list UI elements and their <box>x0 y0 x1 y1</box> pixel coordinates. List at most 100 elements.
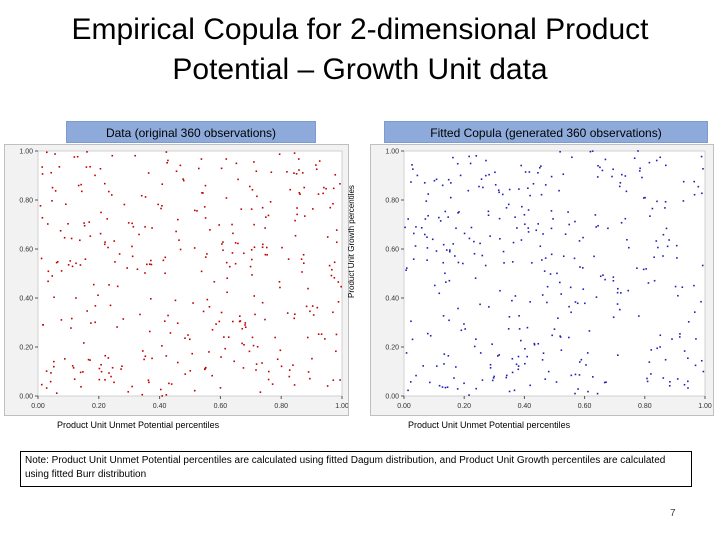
scatter-point <box>301 172 304 174</box>
scatter-point <box>60 319 63 321</box>
scatter-point <box>503 262 505 264</box>
scatter-point <box>227 336 230 338</box>
scatter-point <box>256 195 258 198</box>
scatter-point <box>602 274 604 276</box>
scatter-point <box>612 276 615 278</box>
scatter-point <box>489 363 492 366</box>
scatter-point <box>517 368 520 371</box>
scatter-point <box>241 342 243 345</box>
scatter-point <box>146 263 148 266</box>
scatter-point <box>326 385 329 387</box>
scatter-point <box>603 381 606 384</box>
scatter-point <box>444 272 446 275</box>
scatter-point <box>104 379 106 381</box>
scatter-point <box>527 187 529 190</box>
scatter-point <box>332 311 334 314</box>
scatter-point <box>174 299 177 302</box>
scatter-point <box>225 197 228 199</box>
scatter-point <box>121 365 123 368</box>
scatter-point <box>665 227 668 230</box>
scatter-point <box>202 310 205 313</box>
scatter-point <box>127 222 130 224</box>
scatter-point <box>82 371 84 373</box>
scatter-point <box>328 264 331 267</box>
right-chart-title: Fitted Copula (generated 360 observation… <box>384 121 708 143</box>
scatter-point <box>582 267 584 269</box>
x-tick-label: 0.00 <box>397 403 411 410</box>
scatter-point <box>71 265 74 268</box>
scatter-point <box>191 352 193 355</box>
scatter-point <box>58 166 61 168</box>
scatter-point <box>69 260 72 262</box>
scatter-point <box>170 383 173 385</box>
scatter-point <box>150 259 152 262</box>
scatter-point <box>148 381 150 384</box>
page-number: 7 <box>670 508 676 519</box>
scatter-point <box>624 175 627 177</box>
scatter-point <box>508 188 511 191</box>
scatter-point <box>693 193 696 196</box>
scatter-point <box>276 358 279 361</box>
scatter-point <box>515 363 518 366</box>
x-tick-label: 0.40 <box>518 403 532 410</box>
scatter-point <box>599 166 601 169</box>
scatter-point <box>251 189 254 191</box>
scatter-point <box>293 317 296 320</box>
scatter-point <box>144 355 147 358</box>
scatter-point <box>164 272 166 275</box>
scatter-point <box>94 305 97 307</box>
scatter-point <box>520 239 523 241</box>
scatter-point <box>140 194 143 197</box>
scatter-point <box>637 150 639 152</box>
scatter-point <box>79 264 82 266</box>
scatter-point <box>405 269 407 271</box>
scatter-point <box>89 235 92 237</box>
scatter-point <box>111 366 114 369</box>
scatter-point <box>573 257 576 260</box>
scatter-point <box>601 169 604 172</box>
scatter-point <box>334 173 337 176</box>
scatter-point <box>423 233 426 236</box>
scatter-point <box>529 301 531 303</box>
scatter-point <box>655 240 658 242</box>
scatter-point <box>122 318 125 320</box>
scatter-point <box>617 287 619 290</box>
scatter-point <box>255 369 257 371</box>
scatter-point <box>55 392 58 394</box>
scatter-point <box>499 289 501 292</box>
x-tick-label: 1.00 <box>698 403 712 410</box>
scatter-point <box>103 182 106 185</box>
scatter-point <box>450 182 452 184</box>
scatter-point <box>422 365 424 367</box>
scatter-point <box>167 314 169 317</box>
scatter-point <box>253 246 256 249</box>
scatter-point <box>435 250 438 252</box>
scatter-point <box>94 174 96 177</box>
scatter-point <box>584 302 586 305</box>
scatter-point <box>288 375 291 378</box>
scatter-point <box>41 217 44 219</box>
scatter-point <box>150 263 153 266</box>
scatter-point <box>482 186 484 189</box>
scatter-point <box>511 299 513 302</box>
scatter-point <box>513 389 516 392</box>
scatter-point <box>296 207 298 209</box>
scatter-point <box>307 371 310 373</box>
x-tick-label: 0.40 <box>153 403 167 410</box>
scatter-point <box>425 200 428 202</box>
scatter-point <box>317 333 320 336</box>
scatter-point <box>664 201 667 203</box>
scatter-point <box>574 392 576 395</box>
scatter-point <box>664 207 666 209</box>
scatter-point <box>646 377 648 380</box>
scatter-point <box>435 365 438 367</box>
scatter-point <box>47 280 49 283</box>
scatter-point <box>211 374 214 377</box>
scatter-point <box>505 374 508 377</box>
scatter-point <box>441 386 444 388</box>
scatter-point <box>339 379 341 381</box>
scatter-point <box>473 240 475 243</box>
scatter-point <box>307 287 309 290</box>
scatter-point <box>662 233 665 236</box>
scatter-point <box>231 252 234 254</box>
